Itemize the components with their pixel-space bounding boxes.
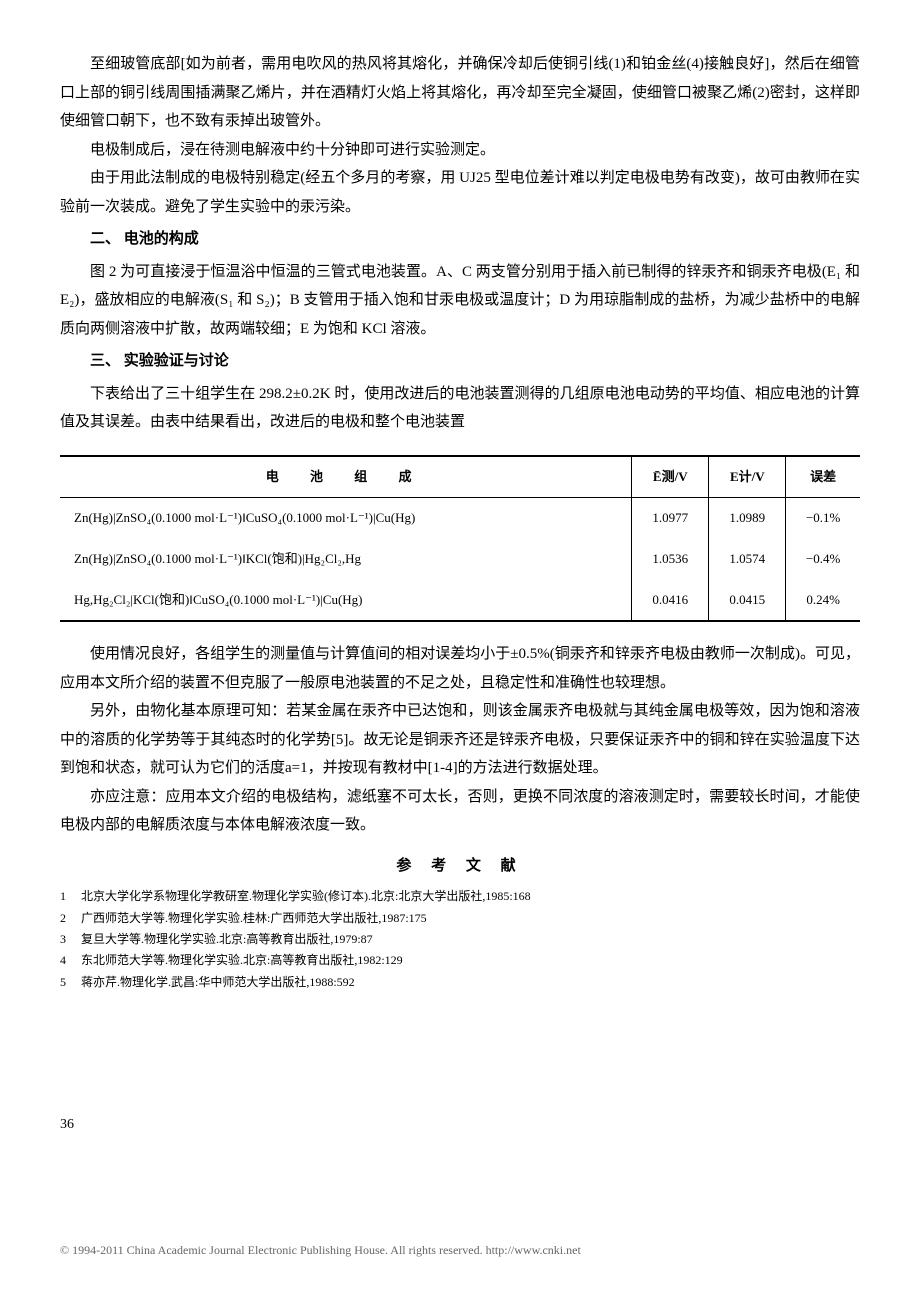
section-title-3: 三、 实验验证与讨论 [60,347,860,376]
table-cell: −0.1% [786,498,860,539]
table-header: Ē测/V [632,456,709,498]
table-row: Zn(Hg)|ZnSO₄(0.1000 mol·L⁻¹)‖KCl(饱和)|Hg₂… [60,539,860,580]
ref-text: 复旦大学等.物理化学实验.北京:高等教育出版社,1979:87 [81,932,373,946]
table-cell: −0.4% [786,539,860,580]
table-cell: 1.0989 [709,498,786,539]
table-cell: 0.0415 [709,580,786,622]
table-cell: Zn(Hg)|ZnSO₄(0.1000 mol·L⁻¹)‖KCl(饱和)|Hg₂… [60,539,632,580]
table-cell: 0.0416 [632,580,709,622]
ref-number: 2 [60,908,78,928]
table-header: 误差 [786,456,860,498]
ref-text: 东北师范大学等.物理化学实验.北京:高等教育出版社,1982:129 [81,953,403,967]
results-table: 电 池 组 成 Ē测/V E计/V 误差 Zn(Hg)|ZnSO₄(0.1000… [60,455,860,623]
table-cell: 1.0574 [709,539,786,580]
reference-item: 4 东北师范大学等.物理化学实验.北京:高等教育出版社,1982:129 [60,950,860,970]
references-title: 参 考 文 献 [60,852,860,881]
copyright-footer: © 1994-2011 China Academic Journal Elect… [60,1239,860,1262]
ref-number: 3 [60,929,78,949]
ref-text: 蒋亦芹.物理化学.武昌:华中师范大学出版社,1988:592 [81,975,355,989]
body-paragraph: 下表给出了三十组学生在 298.2±0.2K 时，使用改进后的电池装置测得的几组… [60,380,860,437]
table-header: 电 池 组 成 [60,456,632,498]
body-paragraph: 由于用此法制成的电极特别稳定(经五个多月的考察，用 UJ25 型电位差计难以判定… [60,164,860,221]
page-number: 36 [60,1112,860,1139]
table-row: Hg,Hg₂Cl₂|KCl(饱和)‖CuSO₄(0.1000 mol·L⁻¹)|… [60,580,860,622]
body-paragraph: 电极制成后，浸在待测电解液中约十分钟即可进行实验测定。 [60,136,860,165]
table-header: E计/V [709,456,786,498]
ref-number: 4 [60,950,78,970]
body-paragraph: 至细玻管底部[如为前者，需用电吹风的热风将其熔化，并确保冷却后使铜引线(1)和铂… [60,50,860,136]
table-cell: Hg,Hg₂Cl₂|KCl(饱和)‖CuSO₄(0.1000 mol·L⁻¹)|… [60,580,632,622]
ref-text: 北京大学化学系物理化学教研室.物理化学实验(修订本).北京:北京大学出版社,19… [81,889,531,903]
reference-item: 5 蒋亦芹.物理化学.武昌:华中师范大学出版社,1988:592 [60,972,860,992]
table-cell: 0.24% [786,580,860,622]
table-row: Zn(Hg)|ZnSO₄(0.1000 mol·L⁻¹)‖CuSO₄(0.100… [60,498,860,539]
reference-item: 1 北京大学化学系物理化学教研室.物理化学实验(修订本).北京:北京大学出版社,… [60,886,860,906]
table-cell: Zn(Hg)|ZnSO₄(0.1000 mol·L⁻¹)‖CuSO₄(0.100… [60,498,632,539]
body-paragraph: 图 2 为可直接浸于恒温浴中恒温的三管式电池装置。A、C 两支管分别用于插入前已… [60,258,860,344]
reference-item: 3 复旦大学等.物理化学实验.北京:高等教育出版社,1979:87 [60,929,860,949]
reference-item: 2 广西师范大学等.物理化学实验.桂林:广西师范大学出版社,1987:175 [60,908,860,928]
table-cell: 1.0536 [632,539,709,580]
ref-number: 5 [60,972,78,992]
body-paragraph: 另外，由物化基本原理可知：若某金属在汞齐中已达饱和，则该金属汞齐电极就与其纯金属… [60,697,860,783]
ref-number: 1 [60,886,78,906]
ref-text: 广西师范大学等.物理化学实验.桂林:广西师范大学出版社,1987:175 [81,911,427,925]
body-paragraph: 使用情况良好，各组学生的测量值与计算值间的相对误差均小于±0.5%(铜汞齐和锌汞… [60,640,860,697]
table-cell: 1.0977 [632,498,709,539]
body-paragraph: 亦应注意：应用本文介绍的电极结构，滤纸塞不可太长，否则，更换不同浓度的溶液测定时… [60,783,860,840]
section-title-2: 二、 电池的构成 [60,225,860,254]
